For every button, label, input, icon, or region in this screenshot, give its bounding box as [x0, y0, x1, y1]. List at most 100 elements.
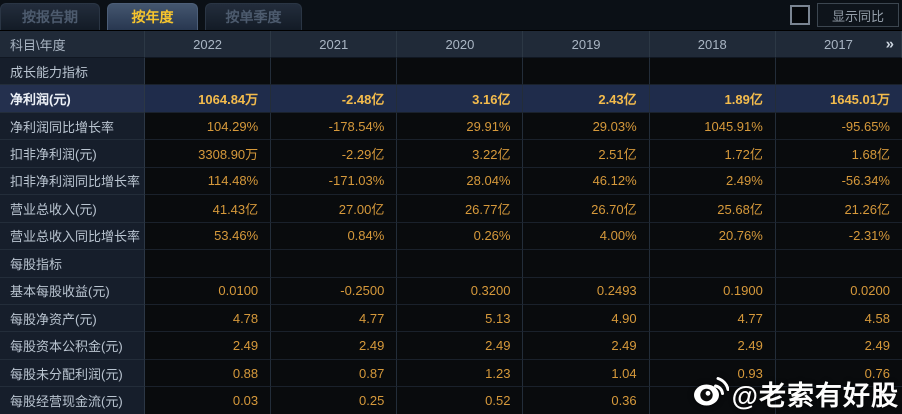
table-cell: 0.93: [649, 359, 776, 388]
table-cell: 1.89亿: [649, 85, 776, 113]
tab-quarterly[interactable]: 按单季度: [205, 3, 302, 30]
table-cell: -2.48亿: [271, 85, 398, 113]
table-cell: [145, 58, 272, 86]
row-label: 净利润同比增长率: [0, 112, 145, 141]
table-cell: 21.26亿: [775, 195, 902, 223]
row-label: 营业总收入同比增长率: [0, 222, 145, 251]
table-cell: 2.51亿: [523, 140, 650, 168]
table-cell: 53.46%: [145, 222, 272, 251]
table-cell: 1.04: [523, 359, 650, 388]
table-cell: 27.00亿: [271, 195, 398, 223]
table-cell: 0.3200: [397, 277, 524, 305]
show-yoy-label[interactable]: 显示同比: [817, 3, 899, 27]
section-row-label: 成长能力指标: [0, 58, 145, 86]
table-cell: 4.00%: [523, 222, 650, 251]
row-label: 扣非净利润同比增长率: [0, 167, 145, 196]
table-cell: [397, 250, 524, 278]
table-cell: 0.88: [145, 359, 272, 388]
table-cell: 0.1900: [649, 277, 776, 305]
year-column-header: 2021: [271, 31, 398, 58]
table-cell: 41.43亿: [145, 195, 272, 223]
year-column-header: 2017 »: [775, 31, 902, 58]
tab-report-period[interactable]: 按报告期: [0, 3, 100, 30]
table-cell: [271, 250, 398, 278]
table-cell: [271, 58, 398, 86]
table-cell: 2.49: [397, 332, 524, 360]
table-cell: 0.0200: [775, 277, 902, 305]
table-cell: -56.34%: [775, 167, 902, 196]
row-label: 净利润(元): [0, 85, 145, 113]
row-label: 扣非净利润(元): [0, 140, 145, 168]
table-cell: -0.2500: [271, 277, 398, 305]
table-cell: [775, 387, 902, 414]
row-label: 每股未分配利润(元): [0, 359, 145, 388]
year-column-header: 2018: [649, 31, 776, 58]
table-cell: 1.23: [397, 359, 524, 388]
table-cell: 0.2493: [523, 277, 650, 305]
year-column-header: 2020: [397, 31, 524, 58]
table-cell: 4.78: [145, 304, 272, 333]
table-cell: -2.31%: [775, 222, 902, 251]
table-cell: [775, 250, 902, 278]
table-cell: [775, 58, 902, 86]
row-label: 每股净资产(元): [0, 304, 145, 333]
table-cell: 0.84%: [271, 222, 398, 251]
table-cell: -171.03%: [271, 167, 398, 196]
table-cell: 25.68亿: [649, 195, 776, 223]
table-cell: 20.76%: [649, 222, 776, 251]
table-cell: 4.77: [271, 304, 398, 333]
table-cell: 2.49: [145, 332, 272, 360]
table-cell: -2.29亿: [271, 140, 398, 168]
table-cell: 26.77亿: [397, 195, 524, 223]
table-cell: [523, 250, 650, 278]
table-cell: 0.36: [523, 387, 650, 414]
table-cell: 3308.90万: [145, 140, 272, 168]
table-cell: 0.52: [397, 387, 524, 414]
table-cell: 4.90: [523, 304, 650, 333]
table-cell: 0.0100: [145, 277, 272, 305]
financial-table: 科目\年度 2022 2021 2020 2019 2018 2017 » 成长…: [0, 30, 902, 414]
period-tabbar: 按报告期 按年度 按单季度 显示同比: [0, 0, 902, 30]
table-cell: 1.68亿: [775, 140, 902, 168]
table-cell: 1645.01万: [775, 85, 902, 113]
table-cell: 46.12%: [523, 167, 650, 196]
row-label: 营业总收入(元): [0, 195, 145, 223]
year-column-header: 2019: [523, 31, 650, 58]
table-cell: 0.03: [145, 387, 272, 414]
table-cell: 2.49%: [649, 167, 776, 196]
table-cell: 1.72亿: [649, 140, 776, 168]
table-cell: 3.22亿: [397, 140, 524, 168]
more-years-icon[interactable]: »: [885, 35, 894, 53]
table-cell: 26.70亿: [523, 195, 650, 223]
table-cell: 2.49: [649, 332, 776, 360]
yoy-controls: 显示同比: [790, 3, 902, 27]
table-cell: 28.04%: [397, 167, 524, 196]
table-cell: [649, 58, 776, 86]
show-yoy-checkbox[interactable]: [790, 5, 810, 25]
tab-annual[interactable]: 按年度: [107, 3, 198, 30]
table-cell: 0.25: [271, 387, 398, 414]
table-cell: -95.65%: [775, 112, 902, 141]
table-cell: 1064.84万: [145, 85, 272, 113]
table-cell: 2.49: [523, 332, 650, 360]
table-cell: [523, 58, 650, 86]
year-label: 2017: [823, 36, 853, 52]
table-cell: 0.76: [775, 359, 902, 388]
table-cell: 2.43亿: [523, 85, 650, 113]
row-label: 每股资本公积金(元): [0, 332, 145, 360]
table-cell: [145, 250, 272, 278]
table-cell: 3.16亿: [397, 85, 524, 113]
row-label: 每股经营现金流(元): [0, 387, 145, 414]
subject-year-header: 科目\年度: [0, 31, 145, 58]
table-cell: 2.49: [775, 332, 902, 360]
table-cell: 4.58: [775, 304, 902, 333]
table-cell: 1045.91%: [649, 112, 776, 141]
table-cell: -178.54%: [271, 112, 398, 141]
table-cell: 0.26%: [397, 222, 524, 251]
table-cell: 4.77: [649, 304, 776, 333]
row-label: 基本每股收益(元): [0, 277, 145, 305]
table-cell: 29.91%: [397, 112, 524, 141]
table-cell: [397, 58, 524, 86]
table-cell: 114.48%: [145, 167, 272, 196]
